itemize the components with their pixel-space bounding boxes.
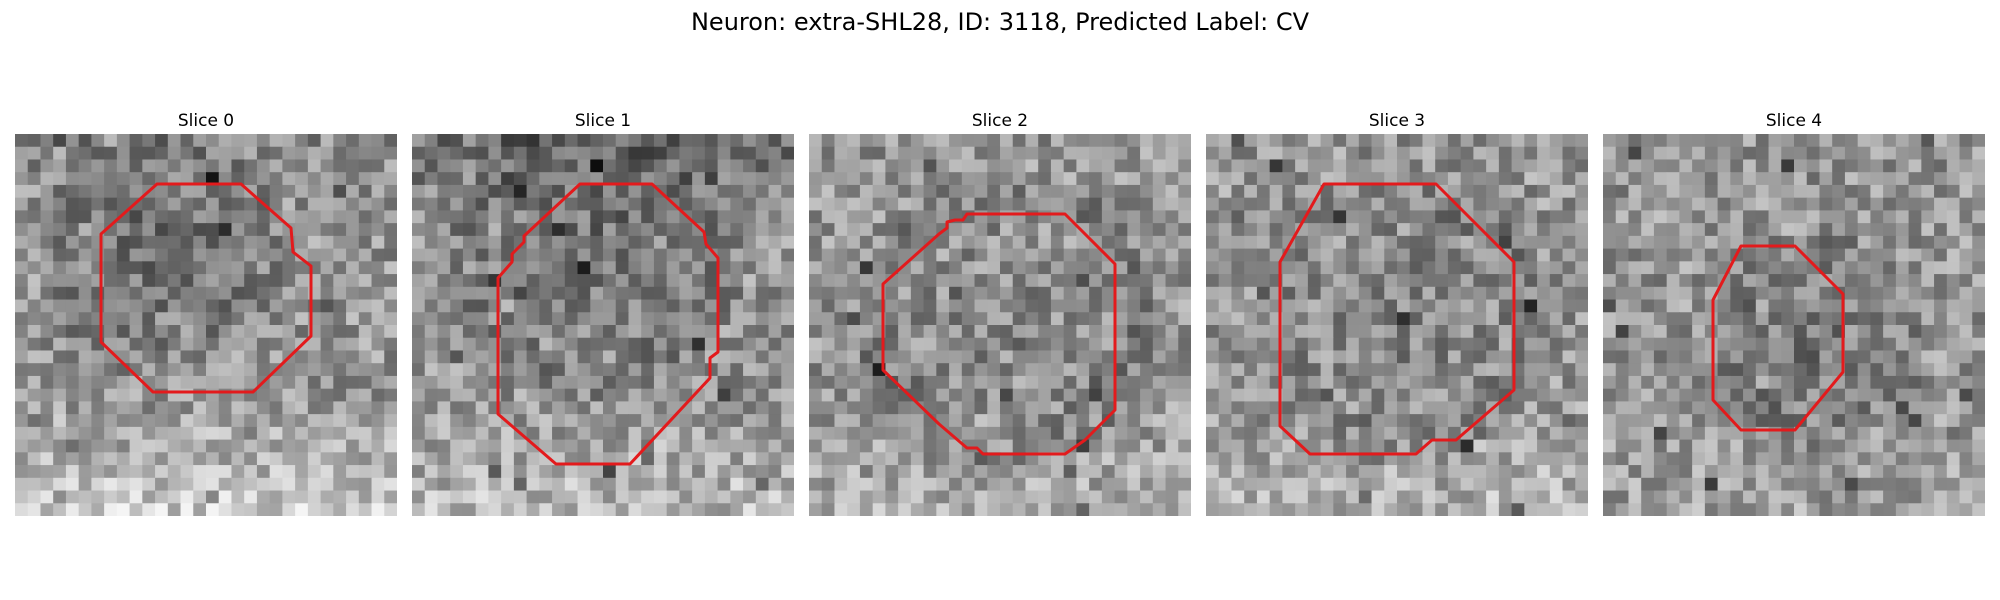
slice-title-4: Slice 4	[1765, 111, 1823, 131]
roi-outline	[1278, 182, 1516, 456]
roi-outline	[1711, 244, 1845, 432]
figure-title: Neuron: extra-SHL28, ID: 3118, Predicted…	[690, 8, 1310, 36]
roi-outline	[881, 212, 1117, 456]
roi-outline	[99, 182, 313, 394]
roi-outline	[496, 182, 720, 466]
slice-image-1	[412, 134, 794, 516]
slice-image-4	[1603, 134, 1985, 516]
slice-title-1: Slice 1	[574, 111, 632, 131]
slice-image-3	[1206, 134, 1588, 516]
slice-image-0	[15, 134, 397, 516]
slice-title-2: Slice 2	[971, 111, 1029, 131]
slice-title-0: Slice 0	[177, 111, 235, 131]
slice-title-3: Slice 3	[1368, 111, 1426, 131]
slice-image-2	[809, 134, 1191, 516]
